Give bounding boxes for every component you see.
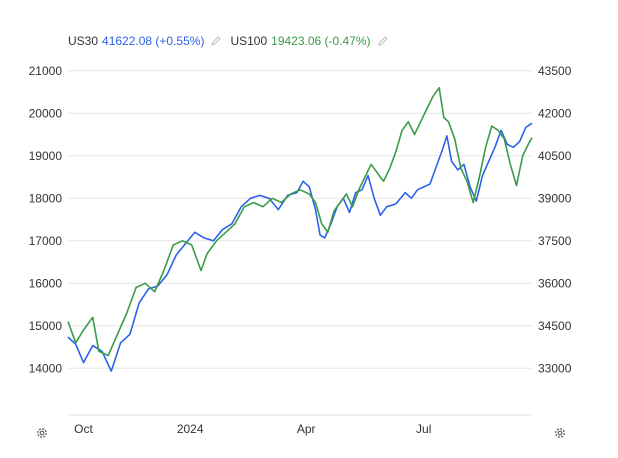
left-tick-label: 18000 [29, 191, 63, 205]
legend-us30-value: 41622.08 (+0.55%) [102, 34, 205, 48]
left-tick-label: 19000 [29, 149, 63, 163]
gear-icon[interactable] [35, 426, 49, 440]
left-tick-label: 16000 [29, 276, 63, 290]
x-tick-label: Oct [74, 422, 93, 436]
right-tick-label: 37500 [538, 234, 572, 248]
pencil-icon[interactable] [210, 35, 222, 47]
x-tick-label: 2024 [177, 422, 204, 436]
x-axis: Oct 2024 Apr Jul [68, 414, 532, 436]
pencil-icon[interactable] [377, 35, 389, 47]
series-lines [67, 87, 533, 372]
gear-icon[interactable] [553, 426, 567, 440]
legend-us100-value: 19423.06 (-0.47%) [271, 34, 371, 48]
right-tick-label: 33000 [538, 361, 572, 375]
left-tick-label: 15000 [29, 319, 63, 333]
series-line-us30 [67, 122, 533, 372]
legend: US30 41622.08 (+0.55%) US100 19423.06 (-… [68, 34, 397, 48]
gridlines [68, 70, 532, 369]
right-tick-label: 39000 [538, 191, 572, 205]
left-tick-label: 14000 [29, 361, 63, 375]
legend-us100-name: US100 [230, 34, 268, 48]
series-line-us100 [67, 87, 533, 357]
right-tick-label: 43500 [538, 64, 572, 78]
x-tick-label: Jul [416, 422, 431, 436]
x-tick-label: Apr [297, 422, 316, 436]
legend-us30-name: US30 [68, 34, 99, 48]
left-tick-label: 20000 [29, 106, 63, 120]
left-tick-label: 21000 [29, 64, 63, 78]
right-tick-label: 36000 [538, 276, 572, 290]
right-tick-label: 34500 [538, 319, 572, 333]
left-axis: 14000 15000 16000 17000 18000 19000 20000 21000 [29, 64, 63, 376]
right-tick-label: 40500 [538, 149, 572, 163]
right-axis: 33000 34500 36000 37500 39000 40500 42000 43500 [538, 64, 572, 376]
left-tick-label: 17000 [29, 234, 63, 248]
right-tick-label: 42000 [538, 106, 572, 120]
